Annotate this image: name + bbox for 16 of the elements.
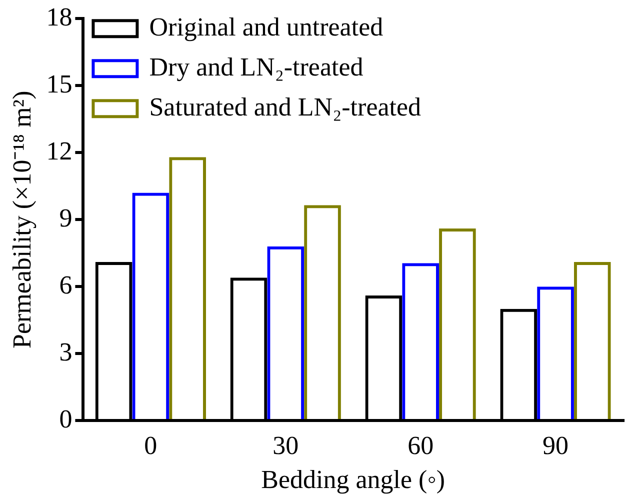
y-tick-label: 12	[46, 136, 72, 166]
y-tick-label: 6	[59, 270, 72, 300]
x-tick-label: 60	[408, 431, 434, 460]
y-tick-label: 18	[46, 2, 72, 32]
y-tick-label: 9	[59, 203, 72, 232]
y-tick-label: 0	[59, 404, 72, 434]
x-tick-label: 30	[272, 431, 299, 460]
legend-label: Saturated and LN₂-treated	[149, 92, 422, 122]
y-tick-label: 3	[59, 337, 72, 366]
legend-label: Original and untreated	[149, 12, 384, 42]
x-tick-label: 0	[144, 431, 158, 460]
x-tick-label: 90	[542, 431, 569, 460]
x-axis-title: Bedding angle (◦)	[261, 465, 446, 494]
y-tick-label: 15	[46, 69, 72, 98]
legend-label: Dry and LN₂-treated	[149, 52, 364, 82]
y-axis-title: Permeability (×10⁻¹⁸ m²)	[7, 90, 36, 348]
